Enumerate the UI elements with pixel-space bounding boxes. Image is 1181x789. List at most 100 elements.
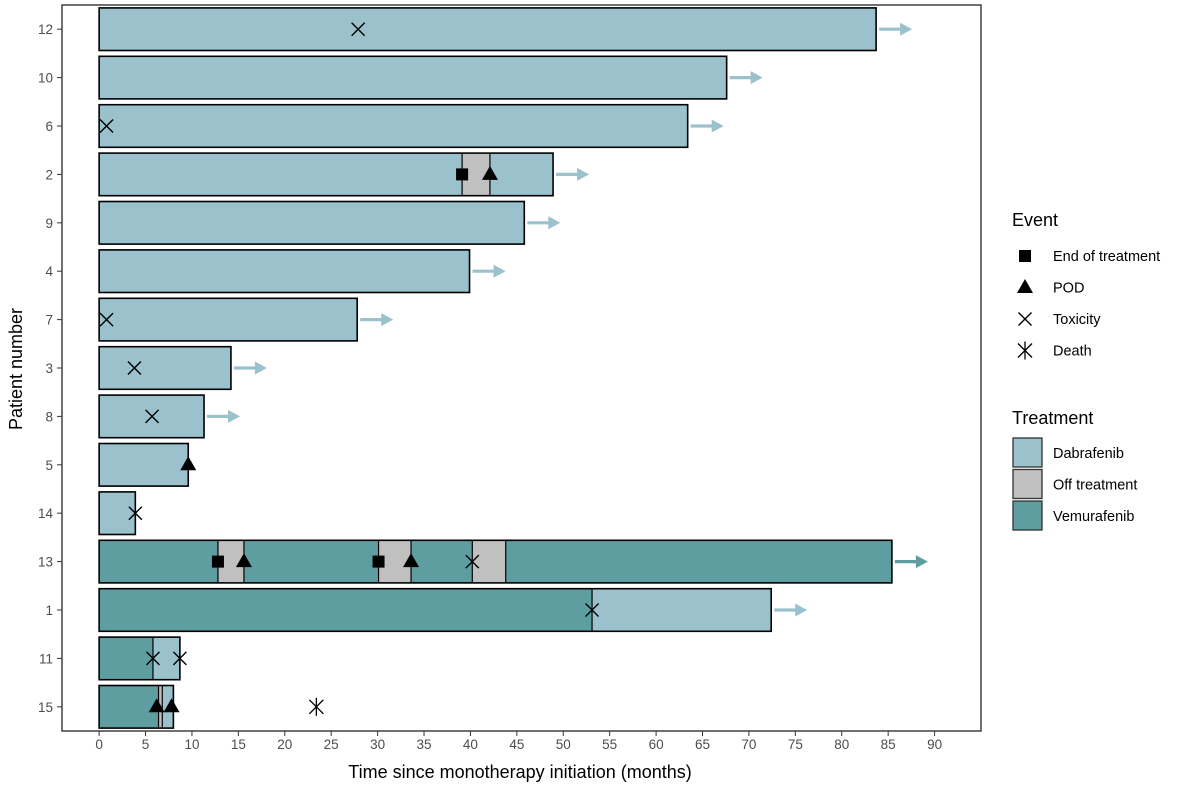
x-tick-label: 0 [95, 737, 103, 752]
bar-outline [98, 249, 471, 294]
x-tick-label: 65 [695, 737, 710, 752]
legend-treatment-title: Treatment [1012, 408, 1093, 428]
event-end-of-treatment-marker [372, 555, 385, 568]
event-pod-marker [403, 553, 420, 568]
bar-outline [98, 7, 877, 52]
bar-outline [98, 55, 728, 100]
ongoing-arrow-head [548, 216, 561, 230]
y-axis-label: Patient number [6, 308, 26, 430]
y-tick-label: 15 [38, 700, 53, 715]
x-tick-label: 25 [324, 737, 339, 752]
y-tick-label: 8 [45, 409, 53, 424]
toxicity-stroke [172, 651, 187, 666]
patient-row-13 [98, 539, 928, 584]
bar-segment [99, 637, 153, 680]
y-tick-label: 4 [45, 264, 53, 279]
y-tick-label: 12 [38, 22, 53, 37]
x-tick-label: 40 [463, 737, 478, 752]
toxicity-stroke [351, 22, 366, 37]
event-toxicity-marker [585, 603, 600, 617]
patient-row-15 [98, 684, 324, 729]
event-pod-marker [163, 698, 180, 713]
event-toxicity-marker [128, 506, 143, 521]
toxicity-stroke [145, 651, 160, 666]
bar-segment [99, 540, 218, 583]
bar-segment [99, 249, 470, 293]
y-tick-label: 1 [45, 603, 53, 618]
legend: Event End of treatment POD Toxicity Death Tre… [1012, 210, 1160, 531]
ongoing-arrow-head [795, 603, 808, 617]
toxicity-stroke [145, 409, 160, 424]
event-death-marker [1017, 341, 1033, 360]
toxicity-stroke [465, 554, 480, 569]
event-toxicity-marker [1018, 312, 1032, 326]
bar-segment [489, 153, 554, 196]
legend-event-key [1019, 250, 1031, 262]
bar-segment [99, 7, 877, 51]
x-tick-label: 15 [231, 737, 246, 752]
ongoing-arrow-head [900, 22, 913, 36]
legend-event-title: Event [1012, 210, 1058, 230]
y-tick-label: 14 [38, 506, 54, 521]
bar-segment [99, 201, 525, 245]
toxicity-stroke [128, 506, 143, 521]
patient-row-8 [98, 394, 241, 439]
bar-segment [505, 540, 892, 583]
legend-event-key [1017, 341, 1033, 360]
y-tick-label: 13 [38, 555, 53, 570]
event-death-marker [308, 697, 324, 716]
event-toxicity-marker [145, 409, 160, 424]
x-tick-label: 90 [927, 737, 942, 752]
event-toxicity-marker [145, 651, 160, 666]
event-end-of-treatment-marker [1019, 250, 1031, 262]
y-tick-label: 2 [45, 167, 53, 182]
patient-row-6 [98, 103, 724, 149]
bar-outline [98, 587, 773, 633]
event-end-of-treatment-marker [211, 555, 224, 568]
x-tick-label: 5 [142, 737, 150, 752]
bar-segment [99, 56, 727, 99]
legend-event-label: Toxicity [1053, 312, 1101, 328]
toxicity-stroke [127, 361, 142, 375]
patient-row-5 [98, 442, 197, 487]
y-tick-label: 7 [45, 313, 53, 328]
bar-segment [152, 637, 180, 680]
patient-row-9 [98, 200, 561, 245]
patient-row-11 [98, 636, 187, 681]
x-tick-label: 85 [881, 737, 896, 752]
y-tick-label: 10 [38, 71, 53, 86]
bar-segment [99, 588, 593, 632]
bar-segment [99, 298, 358, 341]
patient-row-10 [98, 55, 763, 100]
ongoing-arrow-head [711, 119, 724, 133]
y-tick-label: 11 [39, 651, 53, 666]
bar-segment [243, 540, 379, 583]
ongoing-arrow-head [228, 409, 241, 423]
bar-outline [98, 539, 893, 584]
legend-event-label: Death [1053, 344, 1092, 360]
event-pod-marker [148, 698, 165, 713]
bar-outline [98, 345, 232, 391]
patient-row-3 [98, 345, 267, 391]
bar-segment [99, 491, 136, 535]
x-axis-label: Time since monotherapy initiation (month… [348, 762, 691, 782]
legend-treatment-swatch [1012, 500, 1043, 531]
legend-treatment-label: Vemurafenib [1053, 509, 1134, 525]
axes: 0 5 10 15 20 25 30 35 40 45 50 55 60 65 70 75 80 85 901210… [38, 4, 982, 752]
event-pod-marker [180, 456, 197, 471]
legend-event-key [1018, 312, 1032, 326]
ongoing-arrow-head [577, 167, 590, 181]
y-tick-label: 9 [45, 216, 53, 231]
event-pod-marker [481, 165, 498, 180]
x-tick-label: 60 [649, 737, 664, 752]
bar-segment [99, 104, 688, 148]
patient-row-12 [98, 7, 913, 52]
bar-segment [99, 153, 463, 196]
x-tick-label: 35 [417, 737, 432, 752]
ongoing-arrow-head [750, 71, 763, 85]
event-end-of-treatment-marker [456, 168, 469, 181]
patient-row-4 [98, 249, 506, 294]
patient-row-14 [98, 491, 143, 536]
toxicity-stroke [1018, 312, 1032, 326]
